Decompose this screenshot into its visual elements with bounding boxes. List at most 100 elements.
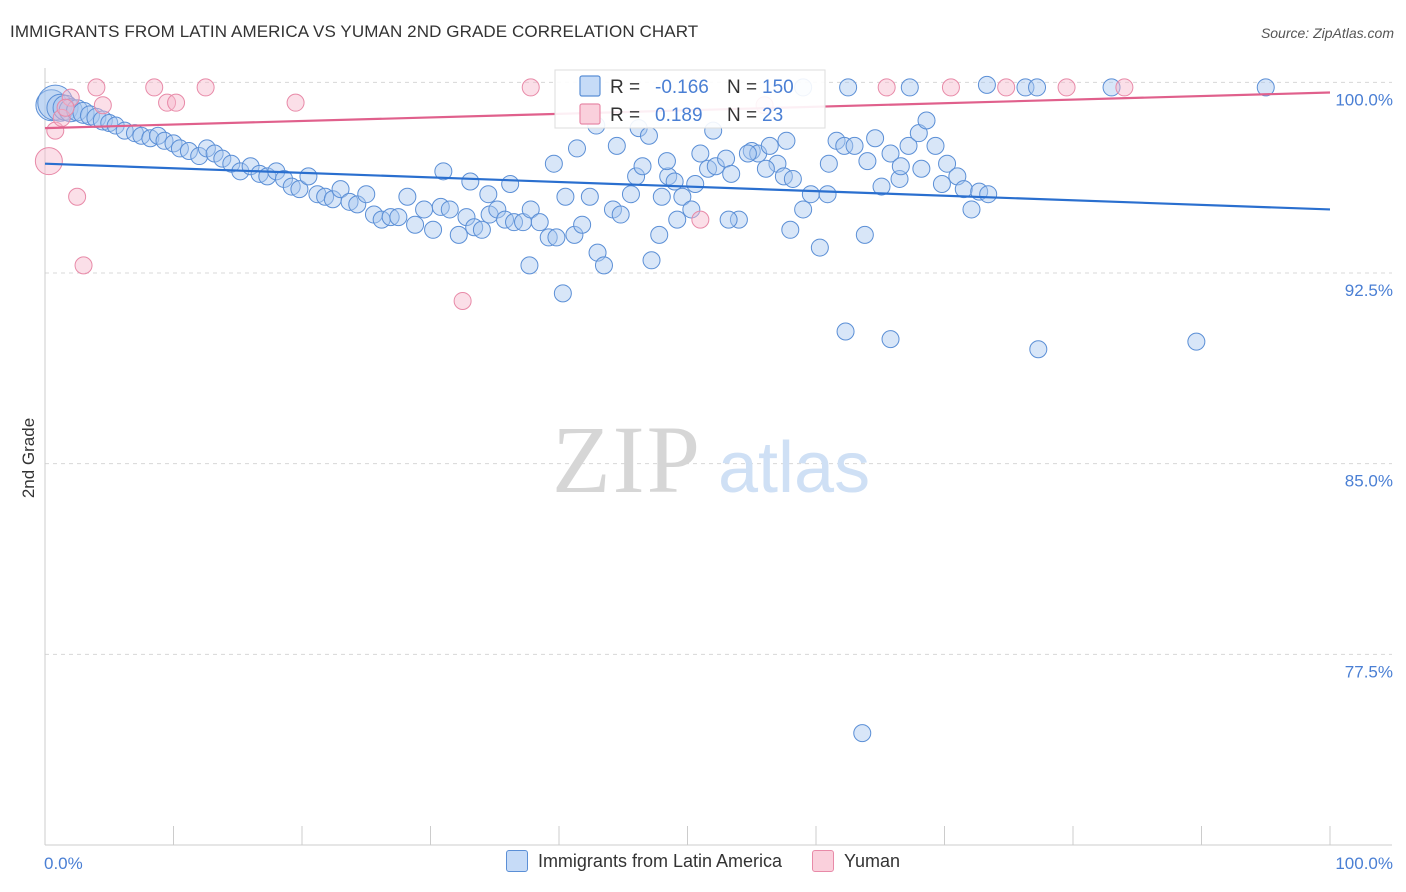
pink-point-22	[56, 98, 75, 117]
blue-point-24	[213, 149, 232, 168]
blue-point-153	[479, 185, 498, 204]
legend-item-latin-america[interactable]: Immigrants from Latin America	[505, 850, 783, 872]
blue-point-67	[573, 215, 592, 234]
series-latin-america	[35, 75, 1275, 743]
blue-point-62	[530, 213, 549, 232]
blue-point-126	[853, 724, 872, 743]
pink-point-3	[61, 88, 80, 107]
legend-top: R = -0.166 N = 150 R = 0.189 N = 23	[554, 69, 826, 129]
blue-point-103	[872, 177, 891, 196]
blue-point-85	[717, 149, 736, 168]
blue-point-102	[866, 129, 885, 148]
y-tick-label-1: 92.5%	[1345, 281, 1393, 300]
blue-point-70	[594, 256, 613, 275]
trend-line-blue	[44, 162, 1331, 211]
blue-point-104	[881, 144, 900, 163]
y-axis-label: 2nd Grade	[19, 418, 38, 498]
blue-point-148	[912, 159, 931, 178]
blue-point-155	[434, 162, 453, 181]
legend-item-yuman[interactable]: Yuman	[812, 850, 900, 872]
blue-point-120	[719, 210, 738, 229]
legend-top-pink-r-value: 0.189	[655, 105, 703, 126]
blue-point-53	[457, 208, 476, 227]
blue-point-57	[488, 200, 507, 219]
blue-point-76	[642, 251, 661, 270]
blue-point-66	[565, 225, 584, 244]
blue-point-25	[222, 154, 241, 173]
blue-point-112	[954, 180, 973, 199]
blue-point-129	[900, 78, 919, 97]
watermark-atlas: atlas	[718, 428, 870, 508]
blue-point-6	[72, 101, 95, 124]
legend-top-swatch-pink	[579, 103, 601, 125]
blue-point-55	[472, 220, 491, 239]
blue-point-108	[917, 111, 936, 130]
blue-point-115	[979, 185, 998, 204]
blue-point-72	[611, 205, 630, 224]
blue-point-94	[794, 200, 813, 219]
blue-point-65	[556, 187, 575, 206]
x-tick-label-0: 0.0%	[44, 854, 83, 873]
blue-point-144	[777, 131, 796, 150]
blue-point-150	[567, 139, 586, 158]
blue-point-80	[673, 187, 692, 206]
legend-label-latin-america: Immigrants from Latin America	[537, 850, 783, 871]
blue-point-125	[1187, 332, 1206, 351]
blue-point-52	[449, 225, 468, 244]
blue-point-151	[544, 154, 563, 173]
pink-point-21	[1115, 78, 1134, 97]
blue-point-154	[461, 172, 480, 191]
legend-bottom: Immigrants from Latin America Yuman	[0, 850, 1406, 872]
blue-point-97	[819, 154, 838, 173]
pink-point-12	[286, 93, 305, 112]
pink-point-4	[68, 187, 87, 206]
blue-point-38	[331, 180, 350, 199]
x-tick-label-1: 100.0%	[1335, 854, 1393, 873]
blue-point-40	[348, 195, 367, 214]
pink-point-13	[453, 291, 472, 310]
blue-point-95	[801, 185, 820, 204]
blue-point-51	[440, 200, 459, 219]
y-tick-label-0: 100.0%	[1335, 90, 1393, 109]
blue-point-99	[835, 136, 854, 155]
blue-point-119	[668, 210, 687, 229]
pink-point-18	[941, 78, 960, 97]
pink-point-2	[52, 108, 71, 127]
pink-point-14	[521, 78, 540, 97]
blue-point-34	[299, 167, 318, 186]
pink-point-8	[145, 78, 164, 97]
blue-point-86	[722, 164, 741, 183]
blue-point-79	[665, 172, 684, 191]
blue-point-47	[406, 215, 425, 234]
blue-point-138	[639, 126, 658, 145]
blue-point-44	[381, 208, 400, 227]
blue-point-109	[926, 136, 945, 155]
blue-point-142	[738, 144, 757, 163]
blue-point-64	[547, 228, 566, 247]
blue-point-84	[706, 157, 725, 176]
blue-point-152	[501, 175, 520, 194]
blue-point-93	[783, 169, 802, 188]
blue-point-33	[290, 180, 309, 199]
legend-swatch-pink	[812, 850, 835, 872]
blue-point-147	[891, 157, 910, 176]
pink-point-19	[997, 78, 1016, 97]
pink-point-6	[87, 78, 106, 97]
pink-point-0	[34, 147, 63, 176]
blue-point-101	[858, 152, 877, 171]
legend-top-swatch-blue	[579, 75, 601, 97]
blue-point-132	[1028, 78, 1047, 97]
pink-point-11	[196, 78, 215, 97]
pink-point-10	[167, 93, 186, 112]
legend-label-yuman: Yuman	[844, 850, 901, 871]
blue-point-118	[650, 225, 669, 244]
watermark-zip: ZIP	[552, 406, 702, 513]
legend-top-pink-n-value: 23	[762, 105, 783, 126]
axes	[44, 68, 1392, 846]
chart-title: IMMIGRANTS FROM LATIN AMERICA VS YUMAN 2…	[10, 22, 699, 41]
blue-point-113	[962, 200, 981, 219]
blue-point-145	[818, 185, 837, 204]
x-tick-labels: 0.0% 100.0%	[44, 854, 1393, 873]
legend-top-blue-r-value: -0.166	[655, 77, 709, 98]
